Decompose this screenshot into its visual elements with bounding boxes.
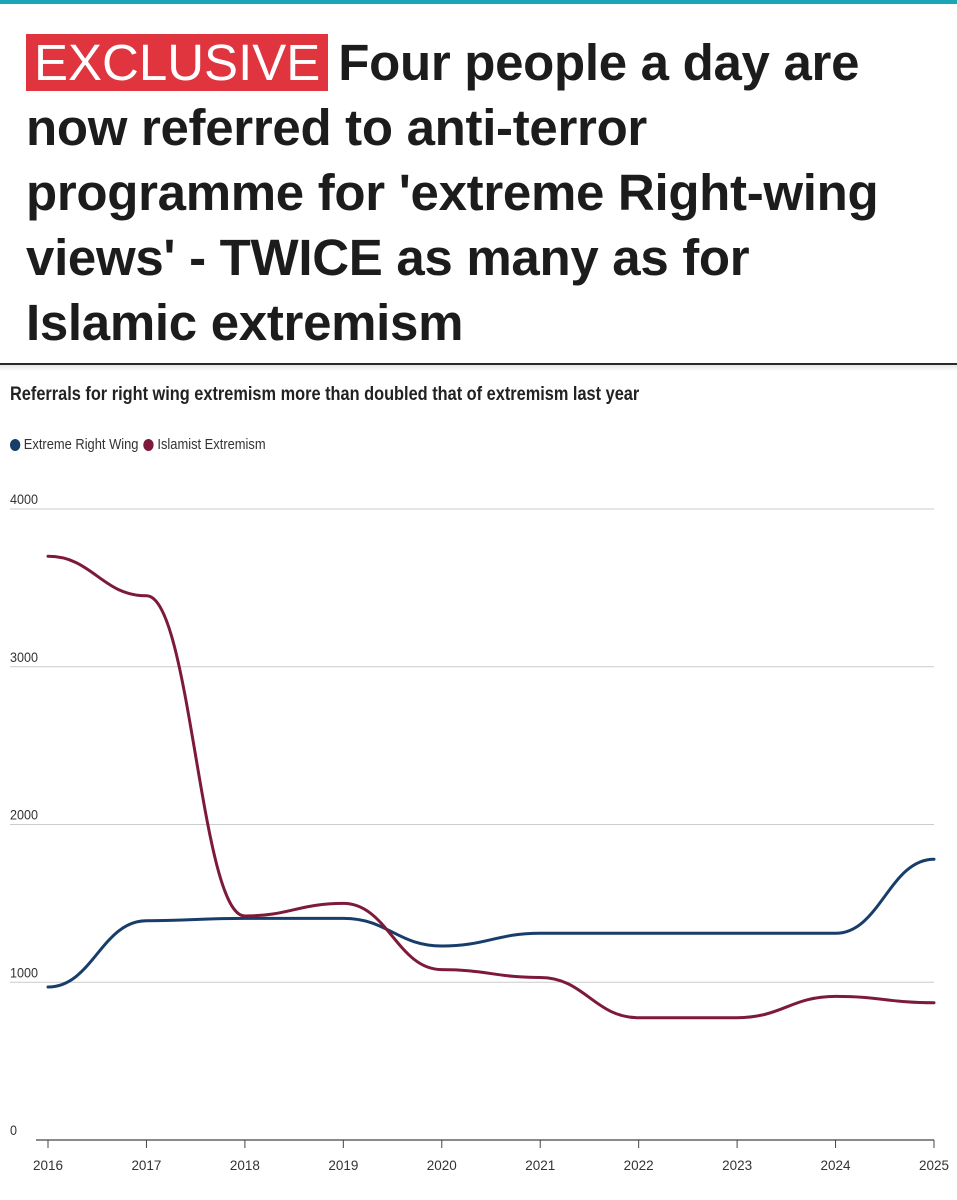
top-accent-rule [0,0,957,4]
x-tick-label-2022: 2022 [624,1157,654,1173]
x-tick-label-2023: 2023 [722,1157,752,1173]
x-tick-label-2016: 2016 [33,1157,63,1173]
x-tick-label-2020: 2020 [427,1157,457,1173]
x-tick-label-2021: 2021 [525,1157,555,1173]
chart-panel [0,363,957,1200]
y-tick-label-1000: 1000 [10,964,38,980]
chart-panel-shade [0,365,957,371]
legend-item-extreme-right-wing: Extreme Right Wing [10,436,138,453]
y-tick-label-4000: 4000 [10,491,38,507]
exclusive-badge: EXCLUSIVE [26,34,329,91]
y-tick-label-3000: 3000 [10,649,38,665]
series-line-extreme-right-wing [46,857,936,989]
chart-title: Referrals for right wing extremism more … [10,384,640,405]
y-tick-label-2000: 2000 [10,807,38,823]
x-tick-label-2019: 2019 [328,1157,358,1173]
legend-label-extreme-right-wing: Extreme Right Wing [23,436,139,453]
x-tick-label-2025: 2025 [919,1157,949,1173]
headline[interactable]: EXCLUSIVE Four people a day are now refer… [26,30,931,355]
series-line-islamist-extremism [46,554,936,1020]
legend-dot-islamist-extremism [143,438,154,451]
x-tick-label-2017: 2017 [131,1157,161,1173]
legend-dot-extreme-right-wing [10,438,21,451]
legend-label-islamist-extremism: Islamist Extremism [157,436,266,453]
x-tick-label-2018: 2018 [230,1157,260,1173]
x-tick-label-2024: 2024 [821,1157,851,1173]
y-tick-label-0: 0 [10,1122,17,1138]
chart-legend: Extreme Right Wing Islamist Extremism [10,436,271,453]
legend-item-islamist-extremism: Islamist Extremism [143,436,266,453]
headline-text: Four people a day are now referred to an… [26,34,879,351]
